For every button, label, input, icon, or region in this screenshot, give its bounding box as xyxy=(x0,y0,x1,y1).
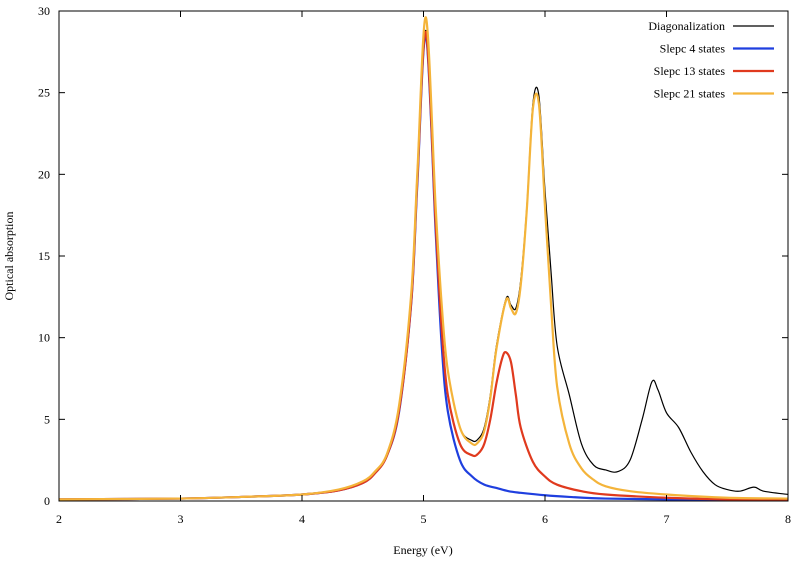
x-tick-label: 5 xyxy=(421,512,427,526)
legend: Diagonalization Slepc 4 states Slepc 13 st… xyxy=(648,19,774,101)
legend-label-slepc-21-states: Slepc 21 states xyxy=(654,87,726,101)
x-tick-label: 4 xyxy=(299,512,305,526)
y-tick-label: 0 xyxy=(44,494,50,508)
x-tick-label: 8 xyxy=(785,512,791,526)
y-tick-label: 10 xyxy=(38,331,50,345)
y-tick-label: 5 xyxy=(44,412,50,426)
series-line-slepc-21-states xyxy=(58,16,789,501)
series-line-diagonalization xyxy=(58,29,789,500)
x-tick-label: 7 xyxy=(664,512,670,526)
y-tick-label: 30 xyxy=(38,4,50,18)
y-axis-label: Optical absorption xyxy=(2,212,16,301)
x-tick-label: 6 xyxy=(542,512,548,526)
legend-label-slepc-13-states: Slepc 13 states xyxy=(654,64,726,78)
x-tick-label: 2 xyxy=(56,512,62,526)
legend-label-slepc-4-states: Slepc 4 states xyxy=(660,42,726,56)
axis-ticks: 2 3 4 5 6 7 8 0 5 10 15 20 25 30 xyxy=(38,4,791,526)
series-layer xyxy=(58,16,789,502)
legend-label-diagonalization: Diagonalization xyxy=(648,19,725,33)
x-tick-label: 3 xyxy=(178,512,184,526)
y-tick-label: 25 xyxy=(38,86,50,100)
x-axis-label: Energy (eV) xyxy=(393,543,452,557)
y-tick-label: 20 xyxy=(38,167,50,181)
series-line-slepc-13-states xyxy=(58,31,789,501)
y-tick-label: 15 xyxy=(38,249,50,263)
series-line-slepc-4-states xyxy=(58,34,789,502)
